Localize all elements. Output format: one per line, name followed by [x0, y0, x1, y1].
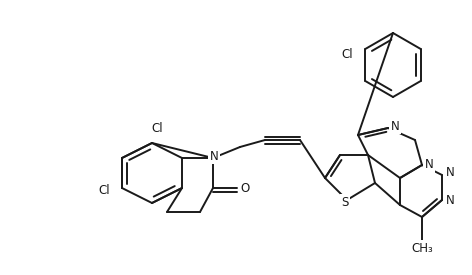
Text: Cl: Cl — [98, 185, 110, 197]
Text: N: N — [210, 150, 219, 163]
Text: Cl: Cl — [151, 122, 163, 136]
Text: S: S — [341, 196, 349, 208]
Text: N: N — [446, 194, 455, 207]
Text: Cl: Cl — [341, 48, 353, 60]
Text: O: O — [240, 182, 250, 194]
Text: N: N — [391, 120, 399, 133]
Text: N: N — [446, 166, 455, 180]
Text: N: N — [425, 158, 433, 172]
Text: CH₃: CH₃ — [411, 241, 433, 254]
